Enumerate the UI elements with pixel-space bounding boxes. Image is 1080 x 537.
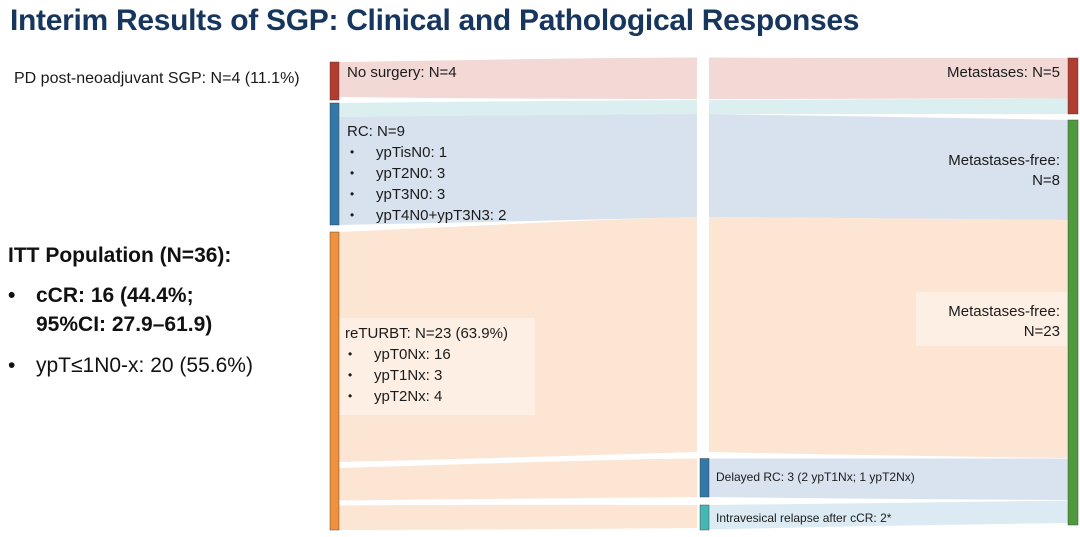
node-metastases <box>1067 57 1079 115</box>
returbt-label-box <box>337 318 535 415</box>
bullet-icon: • <box>350 166 355 180</box>
label-rc: RC: N=9 <box>347 123 405 140</box>
flow-rc-to-metastases-right <box>709 98 1068 114</box>
flow-rc-to-metastases-left <box>339 100 697 117</box>
node-delayed-rc <box>699 458 710 498</box>
itt-bullet-ccr: • cCR: 16 (44.4%; 95%CI: 27.9–61.9) <box>8 281 328 339</box>
flow-rc-to-metastases-free-right <box>709 114 1068 220</box>
rc-sub-item: • ypTisN0: 1 <box>347 142 506 163</box>
returbt-sub-item: • ypT1Nx: 3 <box>345 365 508 386</box>
flow-rc-to-metastases-free-left <box>339 114 697 225</box>
node-rc <box>329 102 340 226</box>
label-rc-block: RC: N=9 • ypTisN0: 1 • ypT2N0: 3 • ypT3N0: … <box>347 121 506 226</box>
node-metastases-free <box>1067 119 1079 526</box>
label-no-surgery: No surgery: N=4 <box>347 64 457 81</box>
label-returbt: reTURBT: N=23 (63.9%) <box>345 325 508 342</box>
bullet-icon: • <box>350 208 355 222</box>
itt-bullet-ccr-text: cCR: 16 (44.4%; 95%CI: 27.9–61.9) <box>36 281 212 339</box>
rc-sub-3: ypT4N0+ypT3N3: 2 <box>376 207 507 224</box>
bullet-icon: • <box>8 284 16 307</box>
label-metastases: Metastases: N=5 <box>947 64 1060 81</box>
bullet-icon: • <box>348 389 353 403</box>
itt-bullet-ccr-line1: cCR: 16 (44.4%; <box>36 284 194 307</box>
rc-sub-1: ypT2N0: 3 <box>376 165 446 182</box>
bullet-icon: • <box>348 347 353 361</box>
returbt-sub-0: ypT0Nx: 16 <box>374 346 451 363</box>
metastases-free-n23-label-box <box>916 292 1067 346</box>
node-returbt <box>329 231 340 531</box>
itt-bullet-ccr-line2: 95%CI: 27.9–61.9) <box>36 313 213 336</box>
flow-no-surgery-to-metastases-right <box>709 57 1068 99</box>
itt-population-block: ITT Population (N=36): • cCR: 16 (44.4%;… <box>8 243 328 380</box>
returbt-sub-item: • ypT2Nx: 4 <box>345 386 508 407</box>
flow-returbt-to-intravesical <box>339 504 697 530</box>
flow-returbt-to-metastases-free-left <box>339 217 697 462</box>
itt-bullet-ypt: • ypT≤1N0-x: 20 (55.6%) <box>8 351 328 380</box>
returbt-sub-1: ypT1Nx: 3 <box>374 367 443 384</box>
metfree23-line1: Metastases-free: <box>948 303 1060 320</box>
bullet-icon: • <box>8 354 16 377</box>
returbt-sub-2: ypT2Nx: 4 <box>374 388 443 405</box>
itt-bullet-ypt-text: ypT≤1N0-x: 20 (55.6%) <box>36 354 253 377</box>
bullet-icon: • <box>350 145 355 159</box>
page-title: Interim Results of SGP: Clinical and Pat… <box>10 4 860 37</box>
metfree8-line1: Metastases-free: <box>948 152 1060 169</box>
label-metastases-free-n8: Metastases-free: N=8 <box>948 151 1060 191</box>
flow-returbt-to-delayed-rc <box>339 458 697 501</box>
label-returbt-block: reTURBT: N=23 (63.9%) • ypT0Nx: 16 • ypT1N… <box>345 323 508 407</box>
metfree23-line2: N=23 <box>1023 323 1060 340</box>
flow-returbt-to-metastases-free-right <box>709 217 1068 458</box>
label-metastases-free-n23: Metastases-free: N=23 <box>948 302 1060 342</box>
node-intravesical <box>699 504 710 531</box>
rc-sub-item: • ypT2N0: 3 <box>347 163 506 184</box>
bullet-icon: • <box>350 187 355 201</box>
rc-sub-0: ypTisN0: 1 <box>376 144 448 161</box>
itt-heading: ITT Population (N=36): <box>8 244 232 267</box>
rc-sub-2: ypT3N0: 3 <box>376 186 446 203</box>
flow-no-surgery-to-metastases-left <box>339 57 697 99</box>
pd-post-neoadjuvant-note: PD post-neoadjuvant SGP: N=4 (11.1%) <box>14 70 300 87</box>
returbt-sub-item: • ypT0Nx: 16 <box>345 344 508 365</box>
bullet-icon: • <box>348 368 353 382</box>
label-intravesical: Intravesical relapse after cCR: 2* <box>716 511 892 525</box>
flow-delayed-rc-to-metastases-free <box>709 458 1068 500</box>
rc-sub-item: • ypT4N0+ypT3N3: 2 <box>347 205 506 226</box>
node-no-surgery <box>329 61 340 101</box>
rc-sub-item: • ypT3N0: 3 <box>347 184 506 205</box>
flow-intravesical-to-metastases-free <box>709 500 1068 530</box>
metfree8-line2: N=8 <box>1032 172 1060 189</box>
label-delayed-rc: Delayed RC: 3 (2 ypT1Nx; 1 ypT2Nx) <box>716 470 915 484</box>
